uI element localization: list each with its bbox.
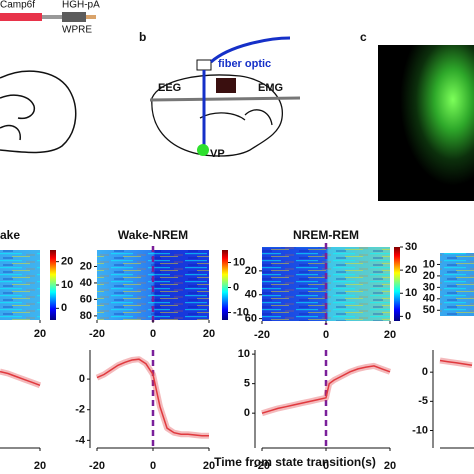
colorbar [50, 250, 56, 320]
construct: Camp6f HGH-pA WPRE [0, 0, 100, 36]
colorbar-tick-label: 0 [405, 310, 411, 322]
y-tick-label: 40 [80, 277, 92, 289]
heatmap-texture [440, 253, 474, 316]
x-tick-label: -20 [89, 460, 105, 472]
x-tick-label: -20 [254, 329, 270, 341]
x-tick-label: 0 [323, 329, 329, 341]
x-tick-label: 0 [323, 460, 329, 472]
y-tick-label: 60 [80, 293, 92, 305]
colorbar-tick-label: -10 [233, 306, 249, 318]
panel-label: c [360, 30, 367, 44]
colorbar-tick-label: 10 [61, 279, 73, 291]
coronal-brain [0, 70, 77, 154]
trace [96, 358, 209, 437]
y-tick-label: 60 [245, 313, 257, 325]
fiber-label: fiber optic [218, 58, 271, 70]
gene-label: Camp6f [0, 0, 35, 11]
x-axis-label: Time from state transition(s) [214, 455, 376, 469]
eeg-label: EEG [158, 82, 181, 94]
y-tick-label: 10 [238, 348, 250, 360]
x-tick-label: 20 [203, 460, 215, 472]
panel-title: NREM-REM [293, 228, 359, 242]
colorbar-tick-label: 20 [405, 264, 417, 276]
eeg-emg-wire [149, 96, 301, 102]
fluorescence-image [378, 45, 474, 201]
emg-label: EMG [258, 82, 283, 94]
y-tick-label: -5 [418, 395, 428, 407]
colorbar-tick-label: 20 [61, 256, 73, 268]
colorbar-tick-label: 0 [233, 281, 239, 293]
y-tick-label: 0 [422, 366, 428, 378]
x-tick-label: 20 [34, 328, 46, 340]
y-tick-label: 0 [79, 373, 85, 385]
headstage [216, 78, 236, 93]
gcamp-bar [0, 13, 42, 21]
y-tick-label: 40 [245, 289, 257, 301]
x-tick-label: 20 [384, 460, 396, 472]
wpre-box [62, 12, 86, 22]
y-tick-label: 0 [244, 407, 250, 419]
panel-label: b [139, 30, 146, 44]
x-tick-label: -20 [254, 460, 270, 472]
y-tick-label: 20 [423, 270, 435, 282]
y-tick-label: -10 [412, 424, 428, 436]
colorbar-tick-label: 10 [405, 287, 417, 299]
panel-title: ake [0, 228, 20, 242]
trace [261, 365, 391, 414]
sagittal-brain [151, 74, 283, 157]
x-tick-label: 20 [203, 328, 215, 340]
x-tick-label: 20 [384, 329, 396, 341]
y-tick-label: 20 [245, 265, 257, 277]
vp-dot [197, 144, 209, 156]
fiber [202, 36, 291, 150]
colorbar [222, 250, 228, 320]
trace [0, 370, 41, 387]
y-tick-label: -2 [75, 404, 85, 416]
y-tick-label: 5 [244, 378, 250, 390]
trace [439, 359, 473, 366]
colorbar-tick-label: 30 [405, 241, 417, 253]
linker [42, 15, 62, 19]
panel-title: Wake-NREM [118, 228, 188, 242]
y-tick-label: -4 [75, 434, 86, 446]
y-tick-label: 20 [80, 260, 92, 272]
colorbar-tick-label: 10 [233, 256, 245, 268]
x-tick-label: 0 [150, 328, 156, 340]
wpre-label: WPRE [62, 25, 92, 36]
y-tick-label: 80 [80, 310, 92, 322]
heatmap-texture [0, 250, 40, 320]
y-tick-label: 30 [423, 281, 435, 293]
ferrule [196, 59, 212, 71]
polya-label: HGH-pA [62, 0, 100, 11]
y-tick-label: 40 [423, 293, 435, 305]
x-tick-label: -20 [89, 328, 105, 340]
x-tick-label: 20 [34, 460, 46, 472]
colorbar-tick-label: 0 [61, 302, 67, 314]
x-tick-label: 0 [150, 460, 156, 472]
vp-label: VP [210, 148, 225, 160]
polya-bar [86, 15, 96, 19]
colorbar [394, 247, 400, 321]
y-tick-label: 10 [423, 258, 435, 270]
y-tick-label: 50 [423, 304, 435, 316]
